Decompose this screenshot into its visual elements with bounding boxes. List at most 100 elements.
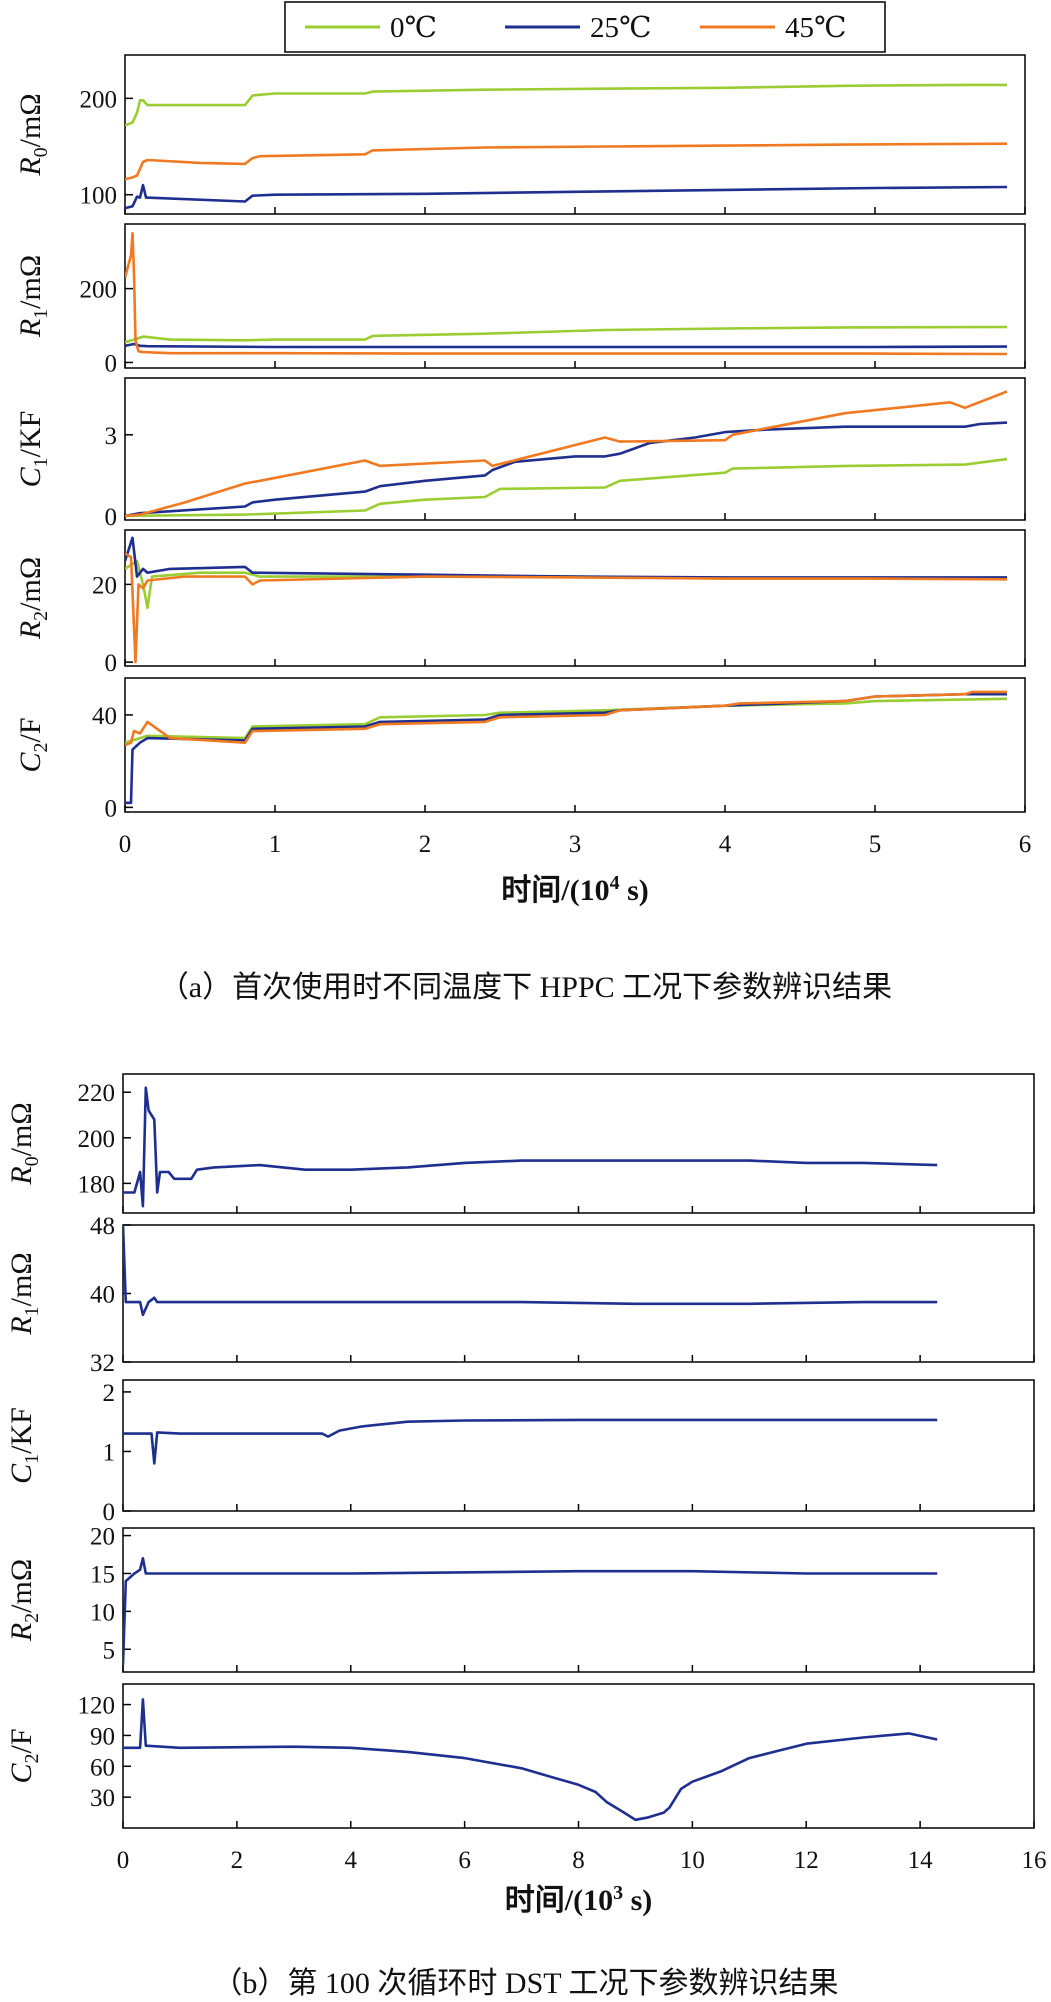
y-tick-label: 200 <box>80 277 118 304</box>
x-tick-label: 6 <box>1019 831 1032 858</box>
y-tick-label: 40 <box>92 703 117 730</box>
panel: 30 60 90 120 C2/F <box>5 1683 1035 1829</box>
panel: 32 40 48 R1/mΩ <box>5 1213 1035 1377</box>
series-line <box>125 559 1007 609</box>
y-axis-label: R1/mΩ <box>14 255 52 338</box>
series-line <box>125 536 1007 579</box>
y-tick-label: 200 <box>80 86 118 113</box>
y-tick-label: 15 <box>90 1561 115 1588</box>
y-tick-label: 48 <box>90 1213 115 1240</box>
legend-label: 45℃ <box>785 12 846 44</box>
y-axis-label: R2/mΩ <box>5 1559 43 1642</box>
x-tick-label: 8 <box>572 1847 585 1874</box>
x-tick-label: 6 <box>458 1847 471 1874</box>
y-tick-label: 20 <box>92 572 117 599</box>
panel: 0 200 R1/mΩ <box>14 223 1026 377</box>
y-axis-label: R2/mΩ <box>14 557 52 640</box>
x-axis-label: 时间/(103 s) <box>505 1882 653 1917</box>
y-axis-label: C1/KF <box>14 411 52 488</box>
y-tick-label: 90 <box>90 1723 115 1750</box>
x-tick-label: 0 <box>119 831 132 858</box>
y-tick-label: 32 <box>90 1350 115 1377</box>
y-tick-label: 20 <box>90 1524 115 1551</box>
panel: 100 200 R0/mΩ <box>14 54 1026 215</box>
series-line <box>125 552 1008 664</box>
y-tick-label: 220 <box>78 1080 116 1107</box>
panel-frame <box>122 1073 1035 1214</box>
legend-label: 0℃ <box>390 12 437 44</box>
chart-figure-b: 180200220R0/mΩ324048R1/mΩ012C1/KF5101520… <box>5 1073 1047 1917</box>
panel: 0 40 C2/F <box>14 677 1026 822</box>
legend-box <box>284 1 886 53</box>
series-line <box>125 690 1007 747</box>
series-line <box>125 342 1008 349</box>
y-tick-label: 0 <box>105 504 118 531</box>
y-tick-label: 120 <box>78 1693 116 1720</box>
y-axis-label: R1/mΩ <box>5 1252 43 1335</box>
y-tick-label: 1 <box>103 1439 116 1466</box>
panel-frame <box>122 1683 1035 1829</box>
x-tick-label: 0 <box>117 1847 130 1874</box>
y-axis-label: C1/KF <box>5 1407 43 1484</box>
series-line <box>125 142 1008 181</box>
panel: 5 10 15 20 R2/mΩ <box>5 1524 1035 1673</box>
y-tick-label: 100 <box>80 183 118 210</box>
panel-frame <box>122 1224 1035 1363</box>
panel: 0 1 2 C1/KF <box>5 1379 1035 1526</box>
series-line <box>125 231 1008 356</box>
series-line <box>125 457 1008 518</box>
panel-frame <box>124 677 1026 813</box>
x-tick-label: 5 <box>869 831 882 858</box>
y-tick-label: 180 <box>78 1171 116 1198</box>
x-tick-label: 2 <box>231 1847 244 1874</box>
panel-frame <box>122 1527 1035 1673</box>
caption-a: （a）首次使用时不同温度下 HPPC 工况下参数辨识结果 <box>158 971 893 1004</box>
x-tick-label: 4 <box>345 1847 358 1874</box>
x-tick-label: 14 <box>908 1847 934 1874</box>
panel: 0 3 C1/KF <box>14 377 1026 531</box>
x-tick-label: 3 <box>569 831 582 858</box>
panel: 0 20 R2/mΩ <box>14 529 1026 677</box>
series-line <box>125 390 1008 518</box>
panel-frame <box>122 1379 1035 1512</box>
y-tick-label: 40 <box>90 1282 115 1309</box>
y-tick-label: 0 <box>105 650 118 677</box>
caption-b: （b）第 100 次循环时 DST 工况下参数辨识结果 <box>212 1967 839 2000</box>
series-line <box>125 325 1008 344</box>
series-line <box>125 183 1008 210</box>
y-tick-label: 0 <box>105 350 118 377</box>
chart-figure-a: 100200R0/mΩ0200R1/mΩ03C1/KF020R2/mΩ040C2… <box>14 54 1032 907</box>
y-tick-label: 2 <box>103 1380 116 1407</box>
x-axis-label: 时间/(104 s) <box>501 872 649 907</box>
panel-frame <box>124 529 1026 667</box>
series-line <box>123 1225 938 1317</box>
y-axis-label: R0/mΩ <box>14 93 52 176</box>
panel: 180 200 220 R0/mΩ <box>5 1073 1035 1214</box>
series-line <box>125 83 1007 127</box>
y-axis-label: R0/mΩ <box>5 1102 43 1185</box>
panel-frame <box>124 54 1026 215</box>
series-line <box>125 697 1008 744</box>
y-tick-label: 0 <box>105 795 118 822</box>
x-tick-label: 12 <box>794 1847 819 1874</box>
y-tick-label: 30 <box>90 1785 115 1812</box>
y-axis-label: C2/F <box>14 717 52 772</box>
series-line <box>123 1086 938 1208</box>
y-tick-label: 5 <box>103 1637 116 1664</box>
y-tick-label: 200 <box>78 1126 116 1153</box>
series-line <box>123 1698 938 1822</box>
series-line <box>123 1418 938 1465</box>
x-tick-label: 10 <box>680 1847 705 1874</box>
y-tick-label: 10 <box>90 1599 115 1626</box>
panel-frame <box>124 377 1026 521</box>
x-tick-label: 4 <box>719 831 732 858</box>
legend: 0℃ 25℃ 45℃ <box>284 1 886 53</box>
y-axis-label: C2/F <box>5 1728 43 1783</box>
x-tick-label: 1 <box>269 831 282 858</box>
x-tick-label: 16 <box>1022 1847 1047 1874</box>
series-line <box>123 1557 938 1665</box>
x-tick-label: 2 <box>419 831 432 858</box>
y-tick-label: 60 <box>90 1754 115 1781</box>
